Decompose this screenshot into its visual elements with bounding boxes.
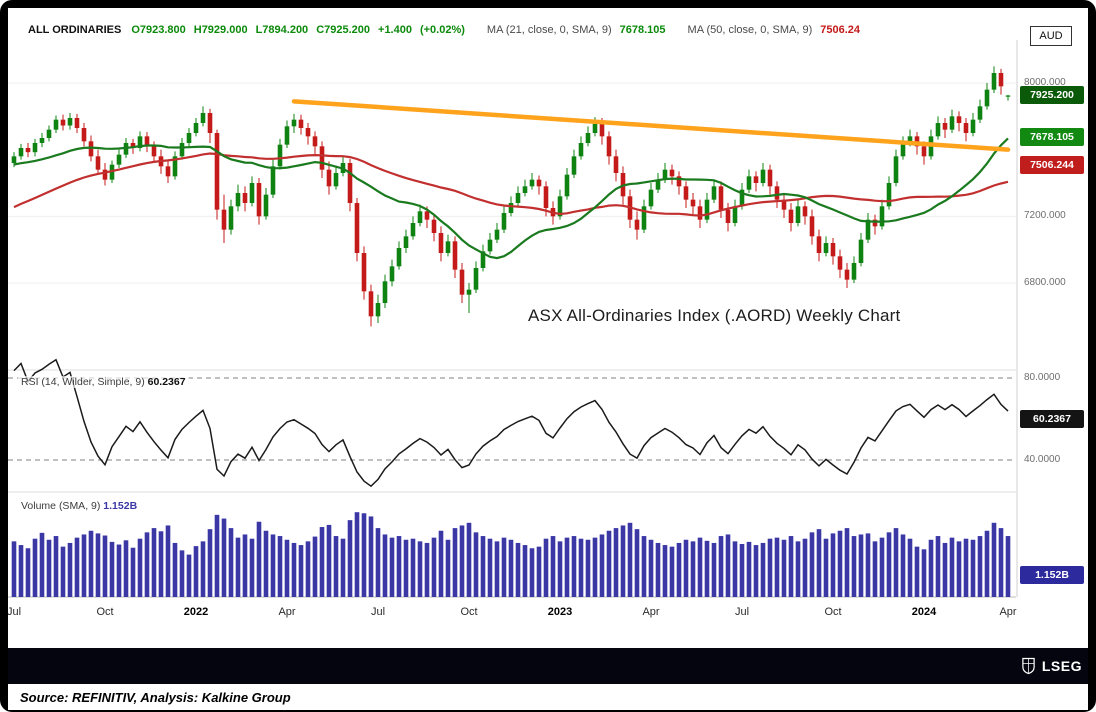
volume-label-text: Volume (SMA, 9) — [21, 500, 101, 512]
time-axis-label-Oct: Oct — [460, 606, 478, 618]
price-tick-8000: 8000.000 — [1024, 77, 1066, 88]
rsi-tick-40: 40.0000 — [1024, 454, 1061, 465]
time-axis-label-2024: 2024 — [911, 606, 937, 618]
chart-legend: ALL ORDINARIES O7923.800 H7929.000 L7894… — [28, 24, 860, 36]
change-value: +1.400 — [378, 24, 412, 36]
time-axis-label-2023: 2023 — [547, 606, 573, 618]
rsi-badge: 60.2367 — [1020, 409, 1084, 428]
ma21-label: MA (21, close, 0, SMA, 9) — [486, 24, 612, 36]
time-axis: Jul Oct 2022 Apr Jul Oct 2023 Apr Jul Oct 2024 Apr — [8, 604, 1020, 624]
time-axis-label-Oct: Oct — [824, 606, 842, 618]
time-axis-label-Jul: Jul — [370, 606, 386, 618]
ma21-badge: 7678.105 — [1020, 127, 1084, 146]
volume-panel-label: Volume (SMA, 9) 1.152B — [18, 500, 141, 512]
rsi-panel-label: RSI (14, Wilder, Simple, 9) 60.2367 — [18, 376, 189, 388]
chart-plot[interactable] — [8, 40, 1020, 600]
volume-value: 1.152B — [103, 500, 138, 512]
close-value: C7925.200 — [316, 24, 371, 36]
currency-selector[interactable]: AUD — [1030, 26, 1072, 46]
lseg-logo: LSEG — [1021, 648, 1082, 684]
chart-area: ALL ORDINARIES O7923.800 H7929.000 L7894… — [8, 8, 1088, 648]
lseg-crest-icon — [1022, 657, 1035, 675]
candlestick-chart-svg — [8, 40, 1018, 598]
ma50-value: 7506.24 — [820, 24, 861, 36]
open-value: O7923.800 — [131, 24, 186, 36]
last-price-badge: 7925.200 — [1020, 86, 1084, 105]
chart-annotation: ASX All-Ordinaries Index (.AORD) Weekly … — [528, 306, 901, 325]
ma50-badge: 7506.244 — [1020, 156, 1084, 175]
rsi-value: 60.2367 — [147, 376, 186, 388]
time-axis-label-Apr: Apr — [278, 606, 296, 618]
low-value: L7894.200 — [255, 24, 309, 36]
time-axis-label-Apr: Apr — [999, 606, 1017, 618]
time-axis-label-Apr: Apr — [642, 606, 660, 618]
ma21-value: 7678.105 — [619, 24, 666, 36]
time-axis-label-Oct: Oct — [96, 606, 114, 618]
time-axis-label-Jul: Jul — [8, 606, 22, 618]
lseg-label: LSEG — [1041, 658, 1082, 674]
rsi-tick-80: 80.0000 — [1024, 372, 1061, 383]
bottom-band: LSEG — [8, 648, 1088, 684]
price-tick-6800: 6800.000 — [1024, 277, 1066, 288]
time-axis-label-Jul: Jul — [734, 606, 750, 618]
high-value: H7929.000 — [193, 24, 248, 36]
volume-badge: 1.152B — [1020, 566, 1084, 584]
change-pct-value: (+0.02%) — [419, 24, 465, 36]
time-axis-label-2022: 2022 — [183, 606, 209, 618]
rsi-label-text: RSI (14, Wilder, Simple, 9) — [21, 376, 145, 388]
instrument-name: ALL ORDINARIES — [28, 24, 122, 36]
ma50-label: MA (50, close, 0, SMA, 9) — [687, 24, 813, 36]
price-tick-7200: 7200.000 — [1024, 210, 1066, 222]
source-attribution: Source: REFINITIV, Analysis: Kalkine Gro… — [8, 684, 1088, 710]
